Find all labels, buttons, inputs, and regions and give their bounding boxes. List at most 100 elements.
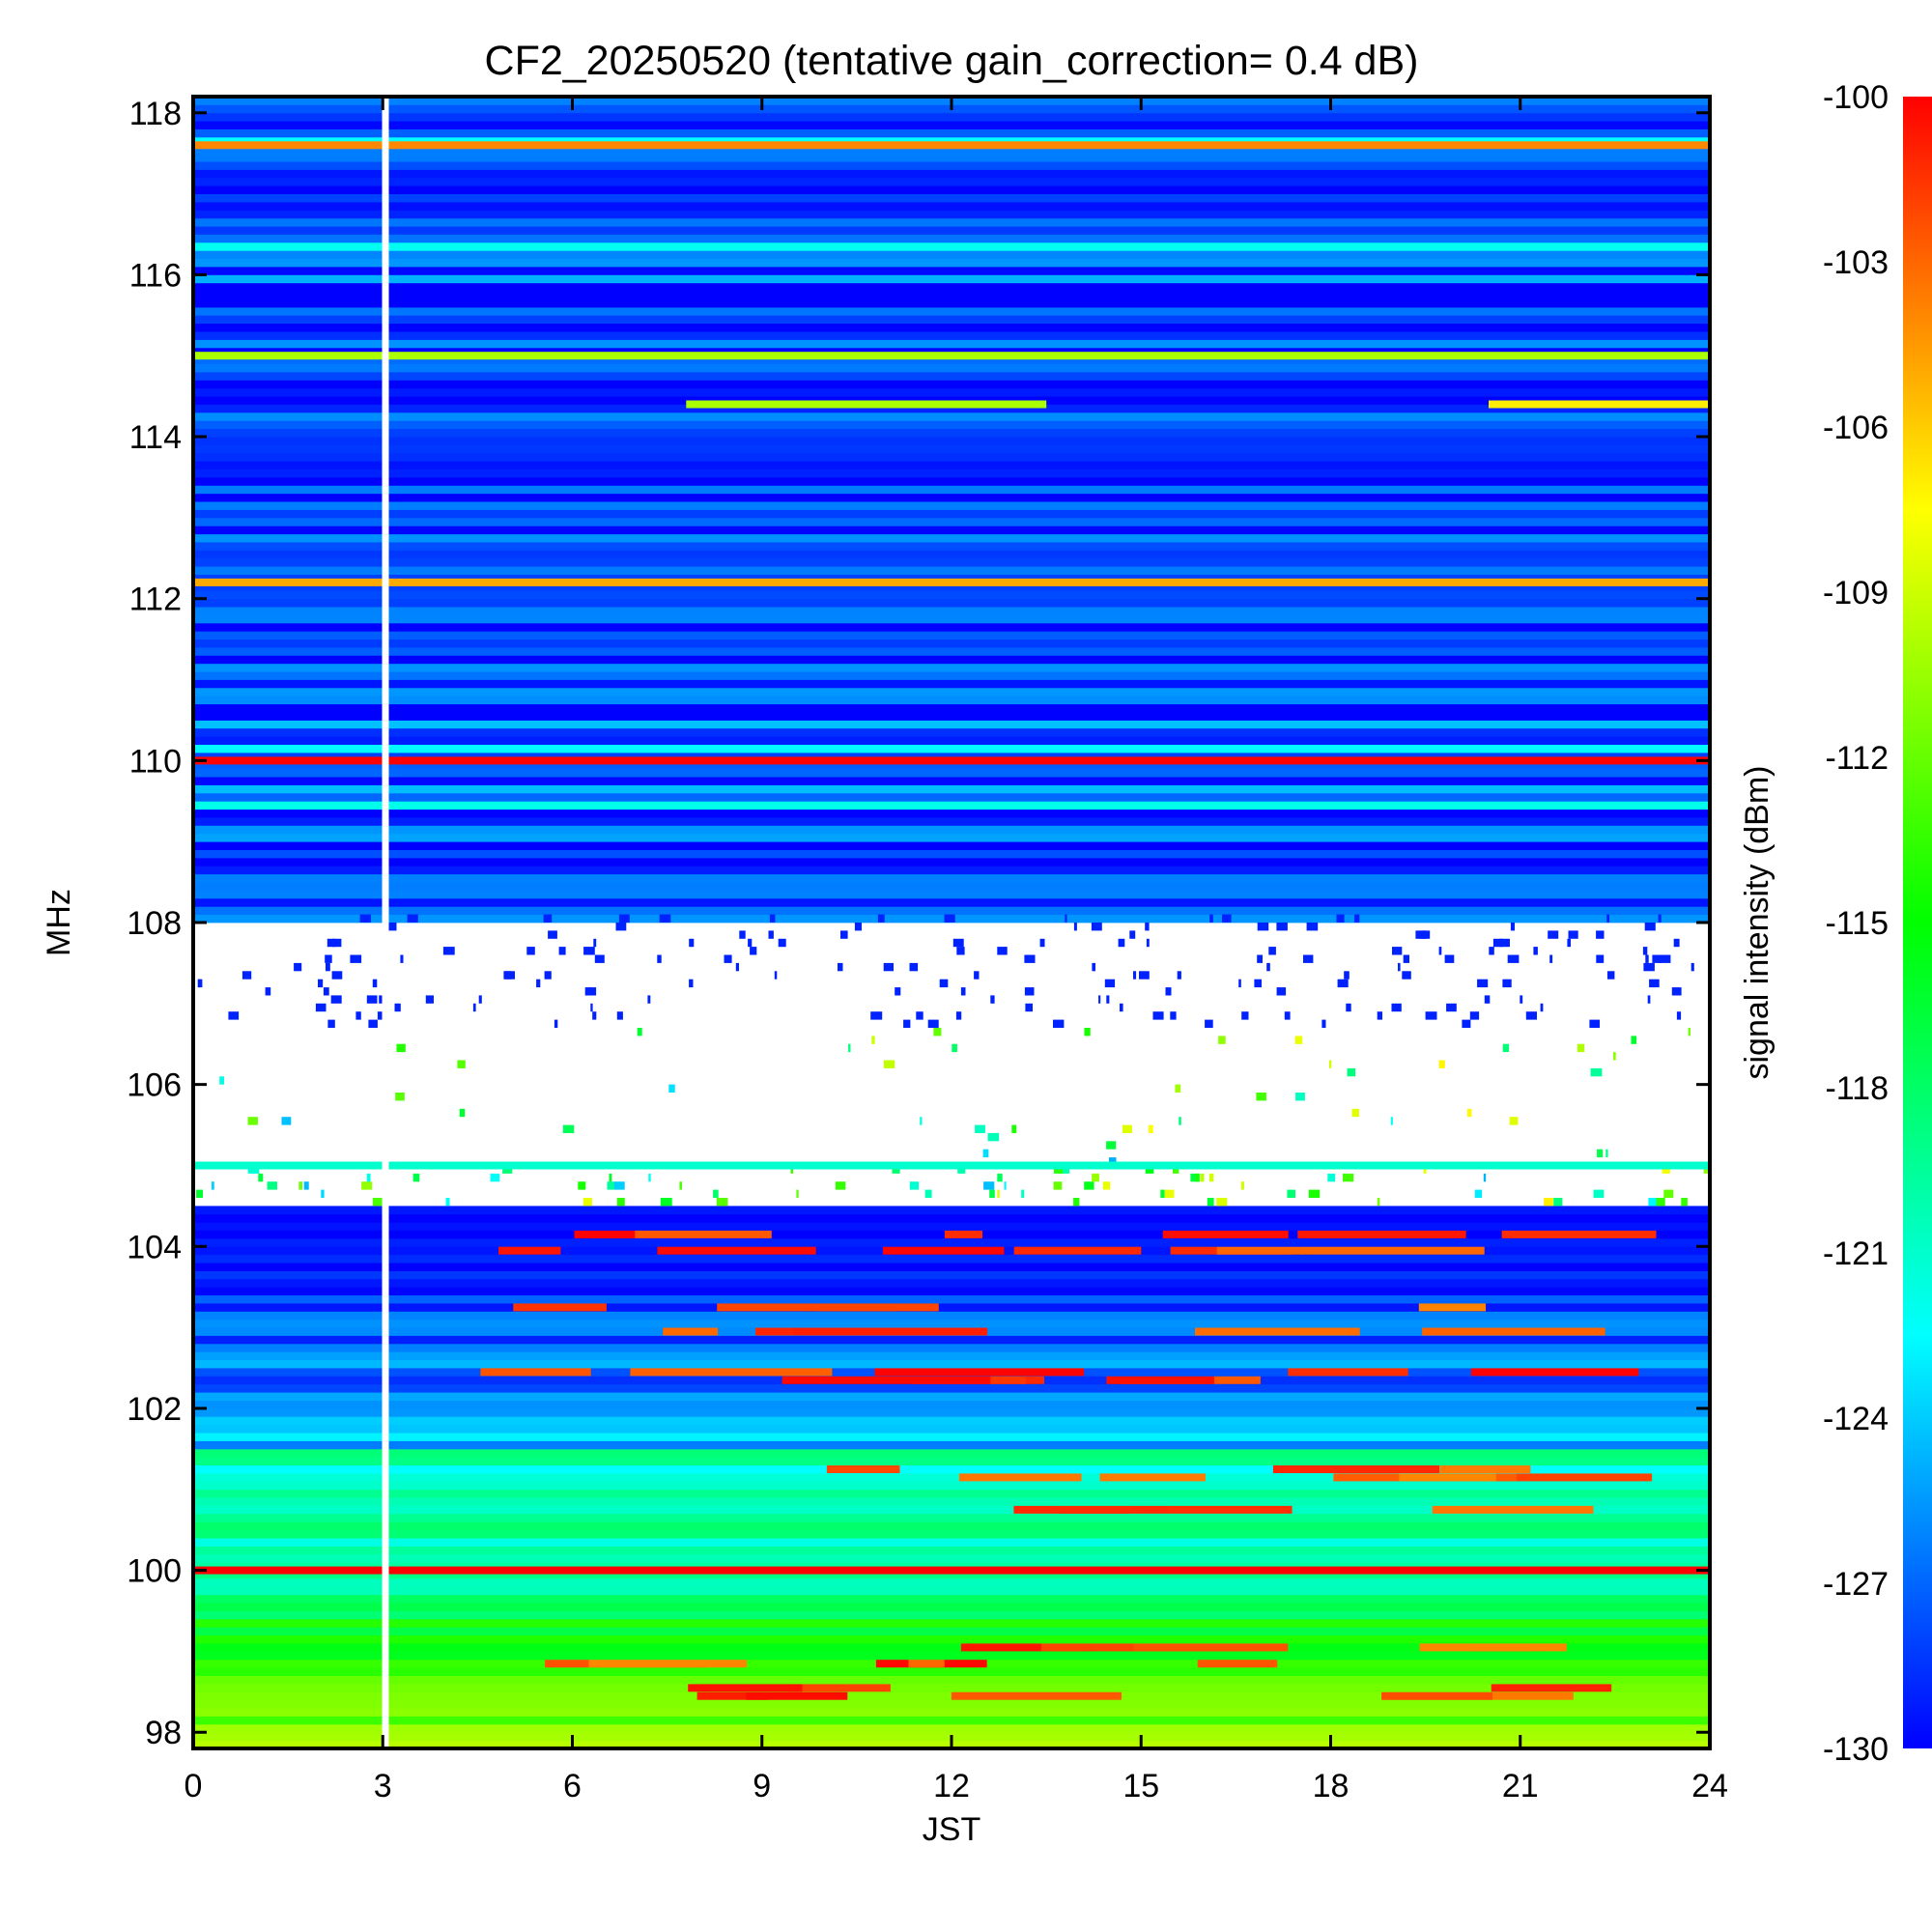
signal-burst: [663, 1327, 719, 1336]
sparse-signal: [987, 1132, 1000, 1142]
colorbar-tick-label: -109: [1823, 575, 1889, 611]
heatmap-row: [193, 1586, 1710, 1596]
signal-burst: [657, 1246, 816, 1255]
sparse-signal: [526, 947, 535, 955]
colorbar-tick-label: -112: [1825, 740, 1889, 777]
strong-signal-line: [193, 352, 1710, 360]
heatmap-row: [193, 696, 1710, 705]
heatmap-row: [193, 1538, 1710, 1547]
colorbar-tick-label: -127: [1823, 1566, 1889, 1603]
sparse-signal: [933, 1028, 942, 1037]
heatmap-row: [193, 1270, 1710, 1280]
sparse-signal: [315, 1003, 327, 1012]
sparse-signal: [303, 1181, 309, 1190]
signal-burst: [746, 1691, 848, 1700]
heatmap-row: [193, 1359, 1710, 1369]
heatmap-row: [193, 437, 1710, 445]
sparse-signal: [330, 995, 342, 1004]
heatmap-row: [193, 1708, 1710, 1717]
heatmap-row: [193, 866, 1710, 875]
sparse-signal: [615, 923, 627, 931]
heatmap-row: [193, 128, 1710, 138]
signal-burst: [787, 1683, 891, 1692]
sparse-signal: [1337, 979, 1349, 988]
heatmap-row: [193, 792, 1710, 802]
sparse-signal: [1631, 1036, 1637, 1044]
heatmap-row: [193, 428, 1710, 438]
sparse-signal: [1662, 1165, 1670, 1174]
sparse-signal: [583, 947, 595, 955]
sparse-signal: [1257, 923, 1269, 931]
sparse-signal: [1240, 1181, 1244, 1190]
sparse-signal: [590, 1003, 593, 1012]
sparse-signal: [1502, 1043, 1510, 1053]
sparse-signal: [387, 923, 397, 931]
sparse-signal: [1477, 979, 1489, 988]
sparse-signal: [355, 1011, 361, 1020]
sparse-signal: [1688, 1028, 1690, 1037]
heatmap-row: [193, 509, 1710, 519]
heatmap-row: [193, 631, 1710, 639]
heatmap-row: [193, 380, 1710, 389]
heatmap-row: [193, 801, 1710, 810]
sparse-signal: [1403, 954, 1409, 963]
sparse-signal: [361, 1181, 373, 1190]
sparse-signal: [1347, 1067, 1356, 1077]
strong-signal-line: [193, 756, 1710, 765]
sparse-signal: [1346, 1003, 1351, 1012]
sparse-signal: [582, 1198, 592, 1207]
sparse-signal: [1425, 1011, 1437, 1020]
heatmap-row: [193, 355, 1710, 364]
heatmap-row: [193, 566, 1710, 575]
heatmap-row: [193, 720, 1710, 729]
sparse-signal: [366, 1173, 371, 1182]
signal-burst: [1422, 1327, 1605, 1336]
sparse-signal: [1190, 1173, 1200, 1182]
heatmap-row: [193, 493, 1710, 502]
signal-burst: [793, 1327, 988, 1336]
sparse-signal: [1295, 1093, 1305, 1101]
sparse-signal: [1489, 947, 1494, 955]
signal-burst: [874, 1368, 1085, 1377]
sparse-signal: [892, 1165, 900, 1174]
heatmap-row: [193, 1546, 1710, 1555]
strong-signal-line: [193, 578, 1710, 586]
sparse-signal: [716, 1198, 728, 1207]
y-tick-label: 106: [127, 1067, 182, 1104]
heatmap-row: [193, 1603, 1710, 1611]
sparse-signal: [1216, 1198, 1228, 1207]
colorbar-ticks: -100 -103 -106 -109 -112 -115 -118 -121 -124 -127…: [1823, 79, 1889, 1768]
sparse-signal: [1568, 930, 1578, 939]
signal-burst: [1106, 1376, 1214, 1384]
x-tick-label: 3: [374, 1768, 392, 1804]
sparse-signal: [1607, 971, 1615, 980]
sparse-signal: [1499, 938, 1510, 948]
heatmap-row: [193, 817, 1710, 826]
heatmap-row: [193, 210, 1710, 219]
sparse-signal: [197, 979, 201, 988]
sparse-signal: [536, 979, 541, 988]
sparse-signal: [1092, 1173, 1099, 1182]
heatmap-row: [193, 703, 1710, 713]
heatmap-row: [193, 736, 1710, 745]
sparse-signal: [350, 954, 362, 963]
signal-burst: [1501, 1230, 1657, 1238]
colorbar-tick-label: -100: [1823, 79, 1889, 116]
sparse-signal: [1177, 971, 1181, 980]
heatmap-row: [193, 857, 1710, 867]
heatmap-row: [193, 485, 1710, 495]
heatmap-row: [193, 1464, 1710, 1474]
heatmap-row: [193, 1343, 1710, 1352]
sparse-signal: [1593, 1189, 1605, 1198]
sparse-signal: [318, 979, 324, 988]
heatmap-row: [193, 607, 1710, 615]
heatmap-plot-area: [193, 97, 1710, 1748]
colorbar-tick-label: -115: [1825, 905, 1889, 942]
signal-burst: [480, 1368, 591, 1377]
sparse-signal: [1643, 962, 1655, 972]
signal-burst: [1301, 1246, 1485, 1255]
sparse-signal: [616, 1198, 625, 1207]
heatmap-row: [193, 679, 1710, 689]
sparse-signal: [1149, 1124, 1153, 1133]
heatmap-row: [193, 1206, 1710, 1215]
